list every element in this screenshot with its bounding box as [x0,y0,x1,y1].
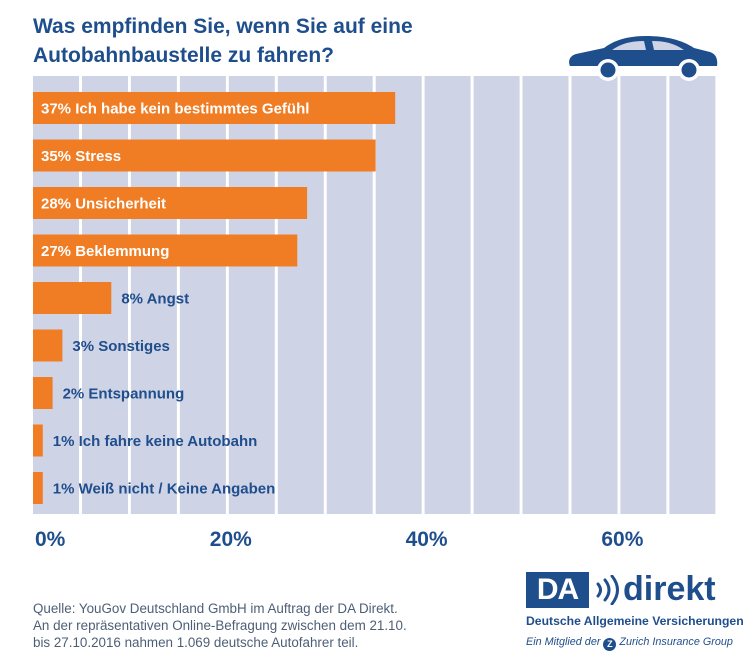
signal-waves-icon [596,575,619,605]
bar [33,234,298,267]
bar [33,329,63,362]
source-line-3: bis 27.10.2016 nahmen 1.069 deutsche Aut… [33,635,359,650]
bar [33,282,112,314]
grid-band [473,76,520,514]
logo-tagline: Deutsche Allgemeine Versicherungen [526,614,744,628]
bar [33,139,376,172]
bar-label: 2% Entspannung [63,386,185,403]
bar [33,377,53,409]
zurich-z-icon: Z [603,638,617,651]
bar-label: 3% Sonstiges [72,338,170,355]
logo-member-line: Ein Mitglied der Z Zurich Insurance Grou… [526,636,733,651]
bar-label: 35% Stress [41,148,121,165]
grid-band [424,76,471,514]
bar [33,424,43,457]
logo-member-prefix: Ein Mitglied der [526,636,601,648]
bar-chart: 37% Ich habe kein bestimmtes Gefühl 35% S… [33,36,718,551]
bar [33,187,308,219]
source-line-2: An der repräsentativen Online-Befragung … [33,618,407,633]
grid-band [669,76,716,514]
chart-title-line-1: Was empfinden Sie, wenn Sie auf eine [33,15,413,38]
source-line-1: Quelle: YouGov Deutschland GmbH im Auftr… [33,601,398,616]
bar-label: 8% Angst [121,291,189,308]
logo-box: DA [526,572,589,608]
bar-label: 27% Beklemmung [41,243,169,260]
x-axis-ticks: 0% 20% 40% 60% [35,528,644,551]
x-tick-label: 20% [210,528,252,551]
da-direkt-logo: DA direkt Deutsche Allgemeine Versicheru… [520,570,744,660]
bars: 37% Ich habe kein bestimmtes Gefühl 35% S… [33,92,396,504]
x-tick-label: 0% [35,528,66,551]
grid-band [375,76,422,514]
x-tick-label: 40% [406,528,448,551]
bar [33,92,396,124]
grid-band [522,76,569,514]
bar-label: 37% Ich habe kein bestimmtes Gefühl [41,101,309,118]
grid-band [571,76,618,514]
grid-band [620,76,667,514]
bar-label: 28% Unsicherheit [41,196,166,213]
bar-label: 1% Weiß nicht / Keine Angaben [53,481,276,498]
logo-word: direkt [623,570,716,608]
source-note: Quelle: YouGov Deutschland GmbH im Auftr… [33,600,503,651]
logo-member-suffix: Zurich Insurance Group [619,636,733,648]
bar-label: 1% Ich fahre keine Autobahn [53,433,258,450]
x-tick-label: 60% [601,528,643,551]
car-icon [569,36,718,81]
chart-title: Was empfinden Sie, wenn Sie auf eine Aut… [33,12,533,70]
bar [33,472,43,504]
chart-title-line-2: Autobahnbaustelle zu fahren? [33,44,335,67]
